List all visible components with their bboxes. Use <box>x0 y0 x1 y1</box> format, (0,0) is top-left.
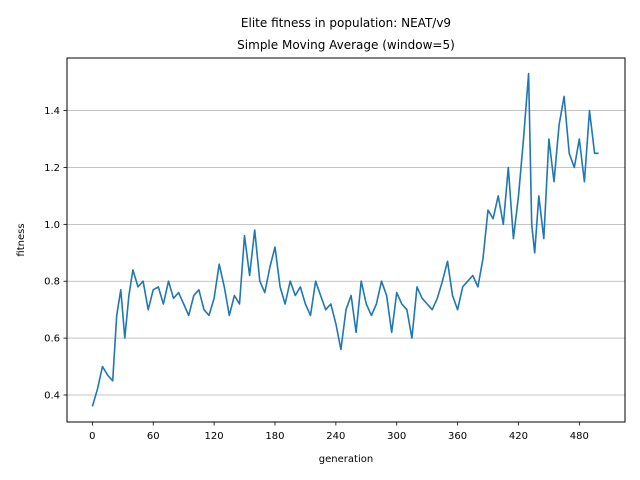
y-axis-label: fitness <box>16 223 27 256</box>
x-tick-label: 480 <box>570 431 589 442</box>
chart-title: Elite fitness in population: NEAT/v9 <box>241 16 451 30</box>
x-tick-label: 420 <box>509 431 528 442</box>
y-tick-label: 0.4 <box>44 390 60 401</box>
gridlines <box>67 110 625 396</box>
x-tick-label: 0 <box>89 431 95 442</box>
x-tick-label: 120 <box>205 431 224 442</box>
series-layer <box>91 72 599 407</box>
y-tick-label: 0.6 <box>44 334 60 345</box>
y-tick-label: 1.0 <box>44 220 60 231</box>
chart-subtitle: Simple Moving Average (window=5) <box>237 38 455 52</box>
x-axis-label: generation <box>319 454 373 465</box>
series-line <box>91 72 599 407</box>
x-axis-ticks: 0 60 120 180 240 300 360 420 480 <box>89 422 589 442</box>
x-tick-label: 360 <box>448 431 467 442</box>
y-tick-label: 1.2 <box>44 163 60 174</box>
x-tick-label: 240 <box>326 431 345 442</box>
y-axis-ticks: 0.4 0.6 0.8 1.0 1.2 1.4 <box>44 106 67 401</box>
x-tick-label: 60 <box>147 431 160 442</box>
y-tick-label: 1.4 <box>44 106 60 117</box>
y-tick-label: 0.8 <box>44 277 60 288</box>
x-tick-label: 180 <box>265 431 284 442</box>
plot-area-frame <box>66 57 626 423</box>
x-tick-label: 300 <box>387 431 406 442</box>
